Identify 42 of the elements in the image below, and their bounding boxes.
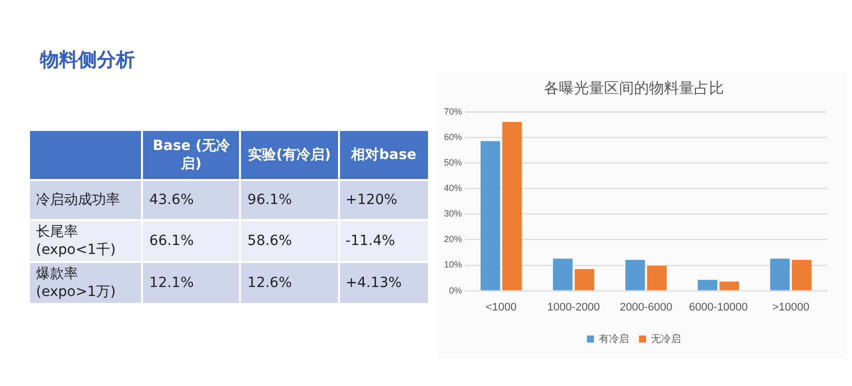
y-tick-label: 30%	[444, 208, 462, 219]
x-tick-label: 2000-6000	[620, 301, 672, 314]
legend-label: 有冷启	[599, 332, 629, 345]
bar	[502, 122, 522, 290]
legend-label: 无冷启	[651, 332, 681, 345]
bar	[792, 260, 812, 290]
text: -11.4%	[338, 220, 429, 262]
bar	[574, 269, 594, 290]
text: 96.1%	[240, 180, 339, 220]
text: 58.6%	[240, 220, 339, 262]
text: 12.6%	[240, 262, 339, 304]
x-tick-label: <1000	[486, 301, 517, 314]
x-tick-label: 1000-2000	[547, 301, 600, 314]
bar	[719, 282, 740, 290]
text: 实验(有冷启)	[240, 130, 339, 180]
text: Base (无冷启)	[142, 130, 240, 180]
y-tick-label: 40%	[444, 183, 462, 194]
bar	[770, 258, 790, 290]
y-tick-label: 50%	[444, 158, 462, 168]
y-tick-label: 20%	[444, 234, 462, 244]
text: +4.13%	[338, 262, 429, 304]
chart-title: 各曝光量区间的物料量占比	[544, 78, 724, 97]
text: 长尾率 (expo<1千)	[29, 220, 142, 262]
y-tick-label: 0%	[449, 285, 462, 296]
text: +120%	[338, 180, 429, 220]
x-tick-label: >10000	[772, 301, 810, 314]
y-tick-label: 60%	[444, 132, 462, 142]
text: 冷启动成功率	[29, 180, 142, 220]
bar	[625, 260, 645, 290]
y-tick-label: 10%	[444, 260, 462, 270]
x-tick-label: 6000-10000	[689, 301, 748, 314]
text: 爆款率 (expo>1万)	[29, 262, 142, 304]
y-tick-label: 70%	[444, 106, 462, 116]
bar	[480, 141, 500, 290]
text: 43.6%	[142, 180, 240, 220]
bar	[647, 266, 667, 290]
bar	[552, 258, 573, 290]
text: 66.1%	[142, 220, 240, 262]
bar	[698, 280, 718, 290]
text: 相对base	[338, 130, 429, 180]
text: 12.1%	[142, 262, 240, 304]
text: 物料侧分析	[40, 48, 135, 73]
